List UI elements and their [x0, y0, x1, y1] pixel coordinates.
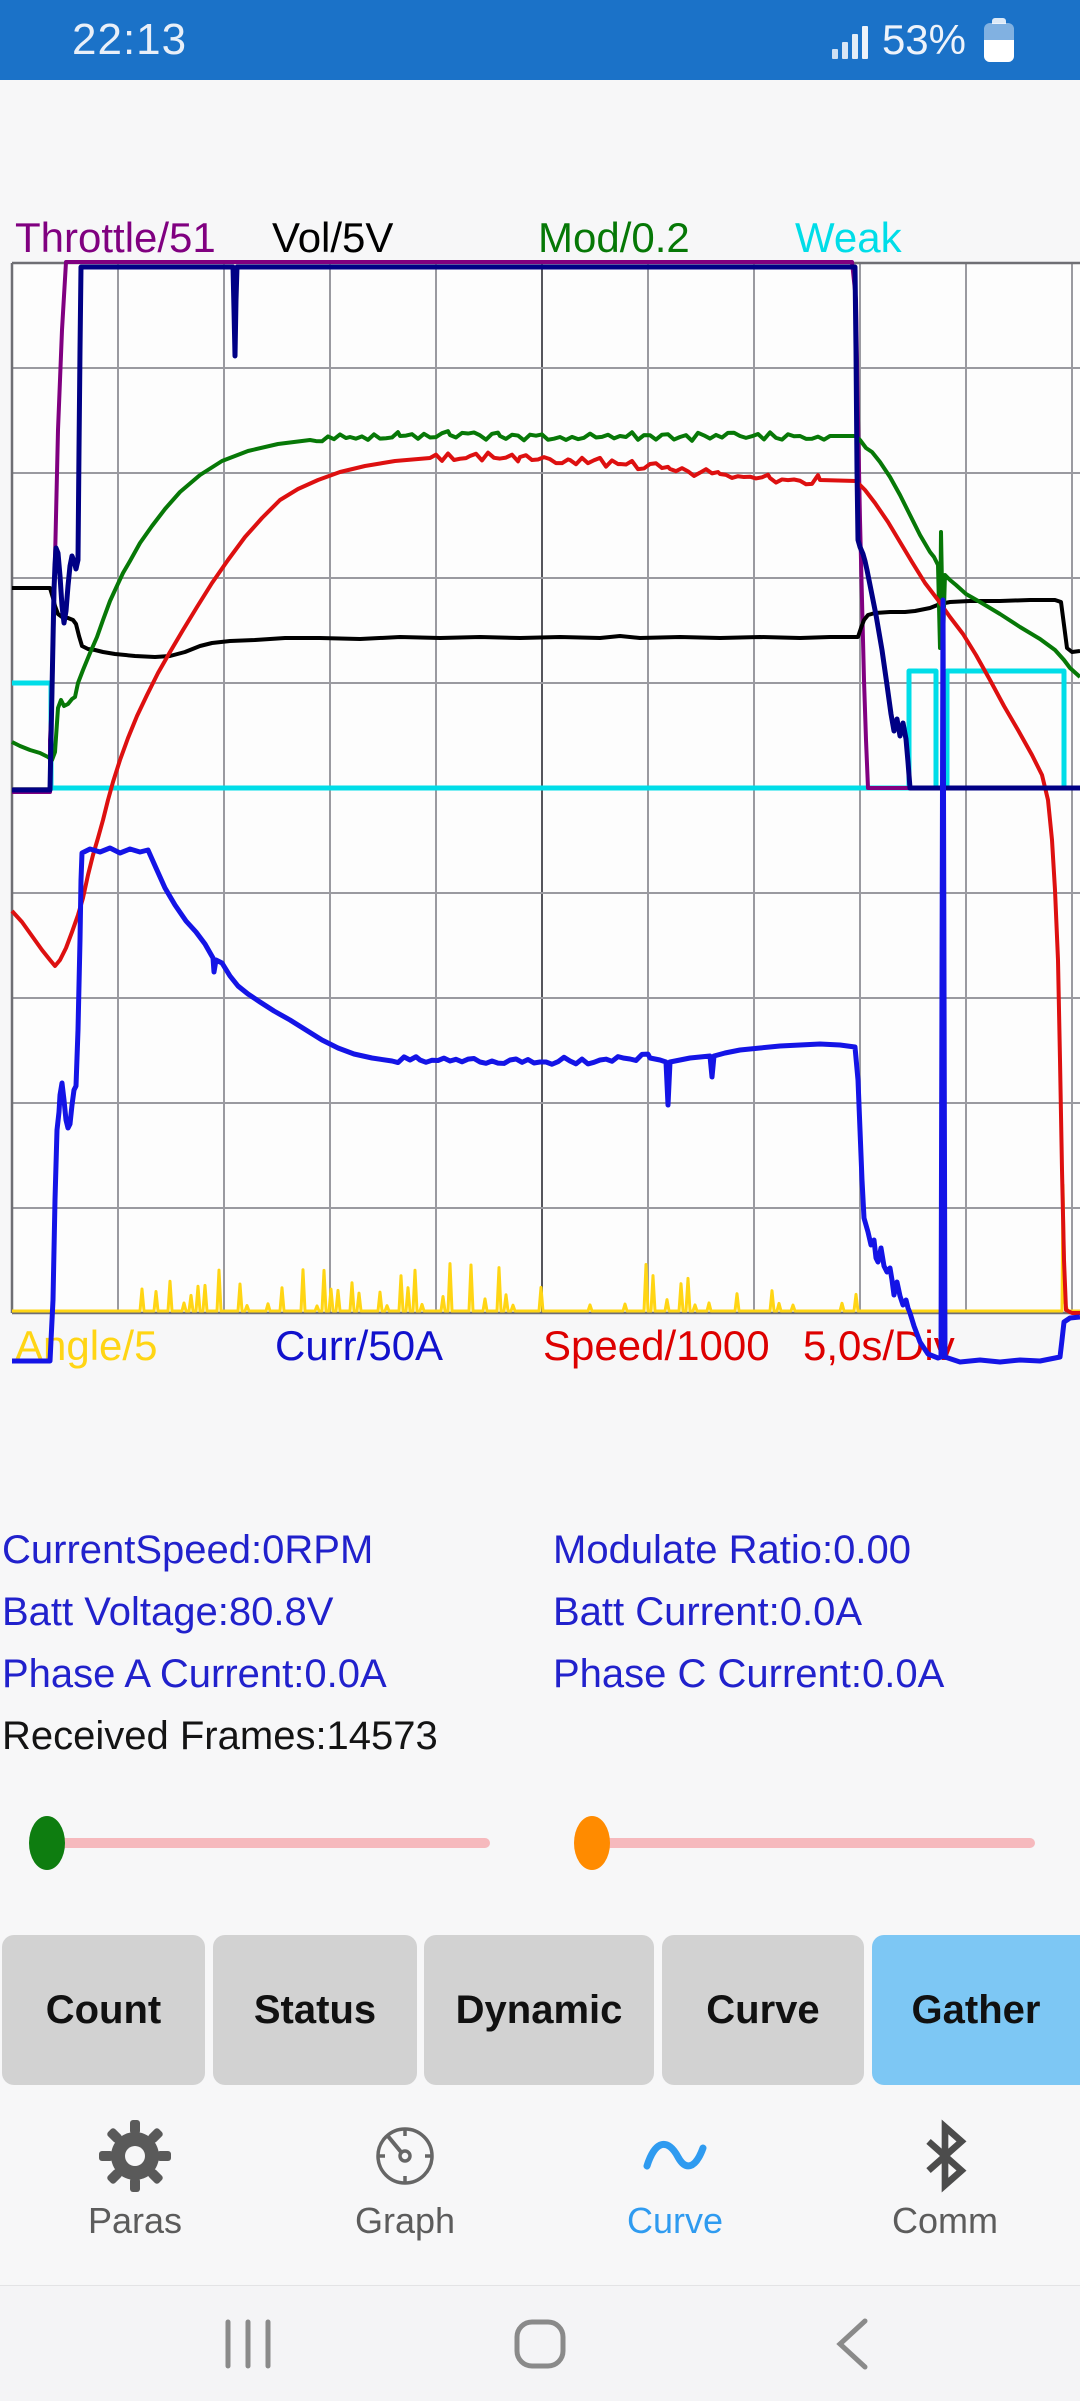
chart-label-time-per-div: 5,0s/Div [803, 1322, 955, 1369]
trace-throttle [12, 260, 1080, 794]
gauge-icon [376, 2127, 434, 2185]
nav-label-comm: Comm [892, 2200, 998, 2241]
sine-wave-icon [643, 2141, 707, 2170]
nav-label-graph: Graph [354, 2200, 456, 2241]
trace-modulation [11, 429, 1080, 762]
chart-label-angle: Angle/5 [15, 1322, 158, 1369]
trace-current [12, 597, 1080, 1365]
trace-angle [12, 1183, 1080, 1313]
bluetooth-icon [926, 2119, 967, 2193]
gear-icon [99, 2120, 171, 2192]
telemetry-batt-current: Batt Current:0.0A [553, 1590, 863, 1634]
battery-icon [984, 18, 1014, 62]
nav-label-paras: Paras [87, 2200, 183, 2241]
android-home-button[interactable] [440, 2286, 640, 2401]
chart-label-current: Curr/50A [275, 1322, 444, 1369]
android-back-button[interactable] [752, 2286, 952, 2401]
chart-label-modulation: Mod/0.2 [538, 214, 690, 261]
signal-strength-icon [831, 21, 868, 59]
telemetry-received-frames: Received Frames:14573 [2, 1714, 438, 1758]
tab-curve[interactable]: Curve [662, 1935, 864, 2085]
telemetry-phase-c-current: Phase C Current:0.0A [553, 1652, 945, 1696]
nav-label-curve: Curve [626, 2200, 724, 2241]
chart-label-throttle: Throttle/51 [15, 214, 216, 261]
android-nav-bar [0, 2285, 1080, 2401]
rounded-square-icon [514, 2319, 566, 2368]
trace-weak-flag [12, 668, 1080, 791]
chart-label-speed: Speed/1000 [543, 1322, 770, 1369]
tab-gather[interactable]: Gather [872, 1935, 1080, 2085]
status-time: 22:13 [72, 15, 188, 64]
trace-throttle-trace [12, 264, 1080, 793]
slider-right-thumb[interactable] [574, 1816, 610, 1870]
chart-label-weak: Weak [795, 214, 902, 261]
tab-status[interactable]: Status [213, 1935, 417, 2085]
slider-right-track[interactable] [592, 1838, 1035, 1848]
trace-voltage [12, 586, 1080, 659]
nav-item-comm[interactable]: Comm [810, 2118, 1080, 2278]
tab-count[interactable]: Count [2, 1935, 205, 2085]
back-chevron-icon [836, 2318, 868, 2369]
android-recents-button[interactable] [148, 2286, 348, 2401]
status-bar: 22:13 53% [0, 0, 1080, 80]
tab-dynamic[interactable]: Dynamic [424, 1935, 654, 2085]
telemetry-batt-voltage: Batt Voltage:80.8V [2, 1590, 334, 1634]
telemetry-modulate-ratio: Modulate Ratio:0.00 [553, 1528, 912, 1572]
nav-item-graph[interactable]: Graph [270, 2118, 540, 2278]
slider-left-track[interactable] [47, 1838, 490, 1848]
trace-speed [10, 450, 1080, 1315]
chart-label-voltage: Vol/5V [272, 214, 394, 261]
slider-left-thumb[interactable] [29, 1816, 65, 1870]
nav-item-curve[interactable]: Curve [540, 2118, 810, 2278]
battery-percent: 53% [881, 16, 966, 63]
curve-plot [10, 260, 1080, 1365]
three-bars-icon [225, 2319, 271, 2368]
telemetry-phase-a-current: Phase A Current:0.0A [2, 1652, 387, 1696]
nav-item-paras[interactable]: Paras [0, 2118, 270, 2278]
telemetry-current-speed: CurrentSpeed:0RPM [2, 1528, 374, 1572]
